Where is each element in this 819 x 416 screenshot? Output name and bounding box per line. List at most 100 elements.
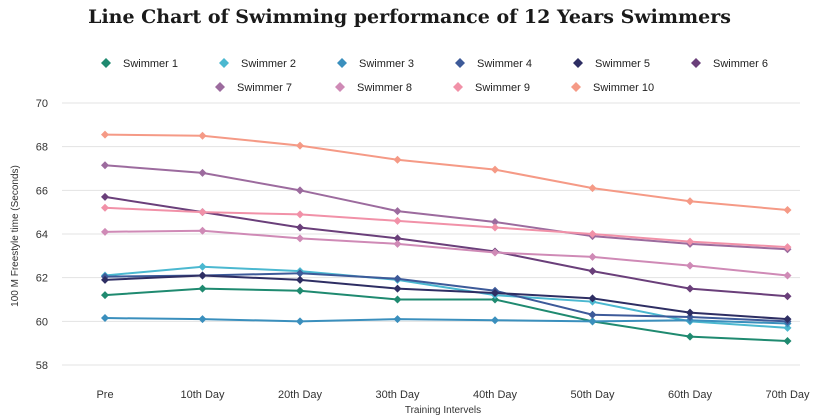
data-point [198, 271, 207, 280]
legend-marker [215, 82, 225, 92]
y-tick-label: 62 [36, 273, 48, 285]
legend-label: Swimmer 4 [477, 58, 532, 70]
data-point [783, 292, 792, 301]
legend-label: Swimmer 7 [237, 82, 292, 94]
legend-marker [453, 82, 463, 92]
legend-item: Swimmer 7 [215, 82, 292, 94]
data-point [588, 230, 597, 238]
legend-item: Swimmer 10 [571, 82, 654, 94]
x-tick-label: 70th Day [765, 389, 810, 401]
series-line [104, 274, 788, 321]
legend-label: Swimmer 10 [593, 82, 654, 94]
series-line [104, 265, 788, 329]
data-point [198, 284, 207, 293]
data-point [588, 310, 597, 319]
legend-item: Swimmer 4 [455, 58, 532, 70]
series-7 [101, 161, 792, 254]
series-line [104, 133, 788, 211]
data-point [783, 323, 792, 332]
series-line [104, 287, 788, 342]
x-tick-label: 50th Day [570, 389, 615, 401]
legend-marker [571, 82, 581, 92]
legend-label: Swimmer 8 [357, 82, 412, 94]
data-point [783, 315, 792, 324]
data-point [491, 223, 499, 232]
data-point [588, 294, 597, 303]
data-point [198, 262, 207, 271]
legend-marker [691, 58, 701, 68]
data-point [783, 205, 792, 214]
data-point [686, 332, 694, 341]
y-tick-label: 64 [36, 229, 48, 241]
data-point [588, 252, 597, 261]
data-point [296, 234, 304, 243]
data-point [393, 295, 402, 304]
legend-item: Swimmer 3 [337, 58, 414, 70]
data-point [686, 308, 694, 317]
data-point [686, 197, 694, 206]
legend-marker [101, 58, 111, 68]
series-line [104, 195, 788, 298]
data-point [296, 223, 304, 232]
legend-marker [335, 82, 345, 92]
legend-item: Swimmer 6 [691, 58, 768, 70]
data-point [296, 286, 304, 295]
data-point [491, 295, 499, 304]
data-point [393, 284, 402, 293]
y-tick-label: 70 [36, 98, 48, 110]
series-8 [101, 226, 792, 280]
data-point [393, 207, 402, 216]
legend-marker [219, 58, 229, 68]
data-point [491, 248, 499, 257]
legend-marker [573, 58, 583, 68]
data-point [198, 315, 207, 324]
data-point [198, 168, 207, 177]
series-lines [101, 130, 792, 345]
series-line [104, 206, 788, 249]
series-line [104, 317, 788, 325]
legend-item: Swimmer 2 [219, 58, 296, 70]
data-point [588, 317, 597, 326]
y-axis-ticks: 58 60 62 64 66 68 70 [36, 98, 48, 372]
data-point [491, 288, 499, 297]
series-line [104, 272, 788, 323]
legend-label: Swimmer 2 [241, 58, 296, 70]
data-point [296, 275, 304, 284]
y-axis-label: 100 M Freestyle time (Seconds) [10, 165, 21, 307]
data-point [588, 267, 597, 276]
series-10 [101, 130, 792, 214]
series-5 [101, 271, 792, 324]
y-tick-label: 58 [36, 360, 48, 372]
legend-item: Swimmer 9 [453, 82, 530, 94]
data-point [491, 165, 499, 174]
data-point [296, 186, 304, 195]
data-point [393, 216, 402, 225]
y-tick-label: 66 [36, 185, 48, 197]
data-point [101, 192, 109, 201]
data-point [393, 315, 402, 324]
x-tick-label: 20th Day [278, 389, 323, 401]
data-point [101, 203, 109, 212]
data-point [101, 227, 109, 236]
y-tick-label: 60 [36, 316, 48, 328]
x-tick-label: 30th Day [375, 389, 420, 401]
x-axis-ticks: Pre 10th Day 20th Day 30th Day 40th Day 50th … [96, 389, 810, 401]
x-axis-label: Training Intervels [405, 405, 481, 416]
legend-label: Swimmer 5 [595, 58, 650, 70]
legend-label: Swimmer 6 [713, 58, 768, 70]
series-9 [101, 203, 792, 252]
data-point [198, 131, 207, 140]
legend: Swimmer 1 Swimmer 2 Swimmer 3 Swimmer 4 Swim… [101, 58, 768, 94]
data-point [783, 336, 792, 345]
chart-title: Line Chart of Swimming performance of 12… [88, 6, 731, 28]
data-point [296, 141, 304, 150]
y-tick-label: 68 [36, 142, 48, 154]
data-point [393, 274, 402, 283]
x-tick-label: 40th Day [473, 389, 518, 401]
data-point [101, 314, 109, 323]
series-1 [101, 284, 792, 345]
legend-label: Swimmer 1 [123, 58, 178, 70]
series-line [104, 164, 788, 251]
legend-marker [455, 58, 465, 68]
data-point [393, 234, 402, 243]
